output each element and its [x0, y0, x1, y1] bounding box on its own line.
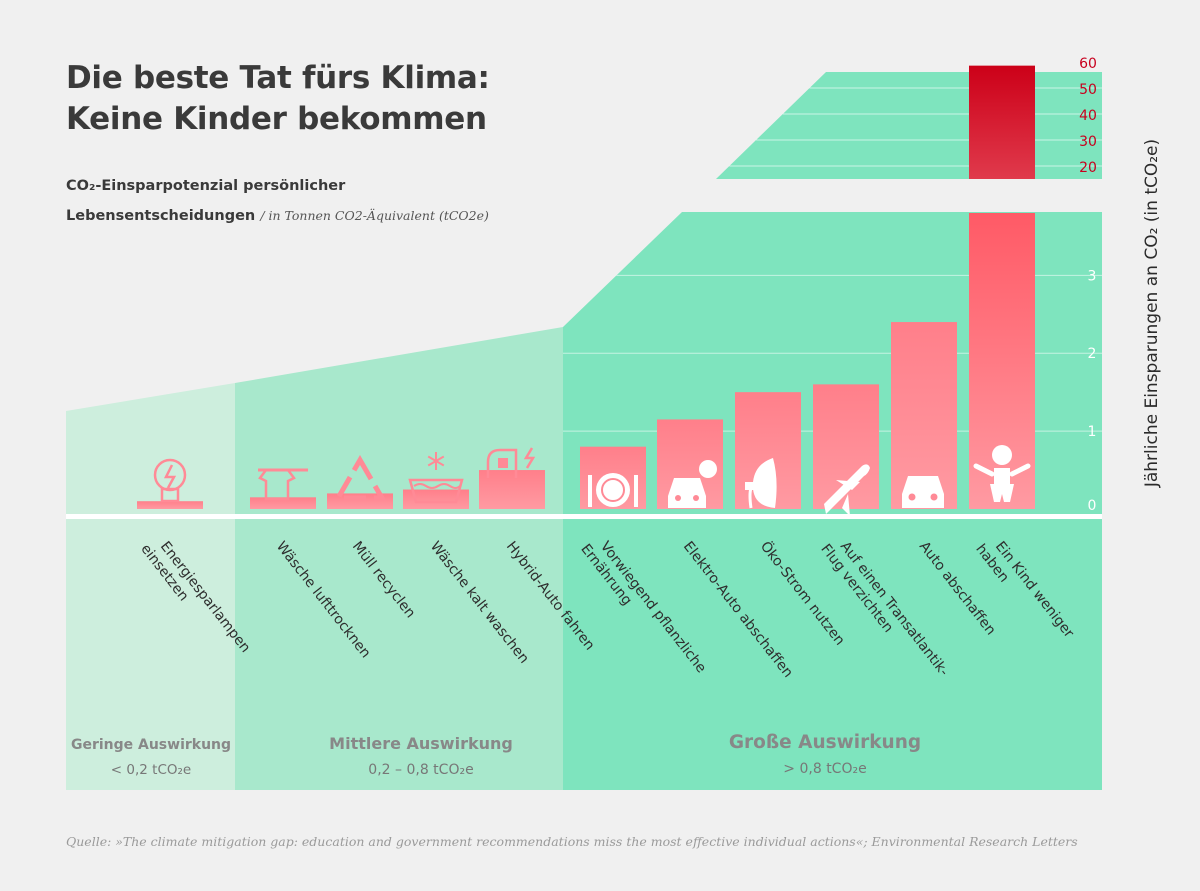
electric-car-icon: [668, 460, 717, 508]
airplane-icon: [824, 464, 870, 516]
tick-label-upper-1: 30: [1079, 134, 1097, 150]
group-name-2: Große Auswirkung: [729, 732, 921, 753]
bar-10-upper: [969, 65, 1035, 179]
eco-plug-icon: [745, 458, 777, 509]
clothesline-icon: [258, 468, 308, 501]
group-range-0: < 0,2 tCO₂e: [111, 762, 191, 778]
cold-wash-icon: [408, 452, 464, 504]
group-name-0: Geringe Auswirkung: [71, 737, 231, 753]
tick-label-upper-0: 20: [1079, 160, 1097, 176]
zone-mid: [235, 327, 563, 790]
bar-0: [137, 501, 203, 509]
group-range-2: > 0,8 tCO₂e: [783, 761, 866, 777]
title-line-2: Keine Kinder bekommen: [66, 101, 487, 137]
subtitle: CO₂-Einsparpotenzial persönlicher Lebens…: [66, 172, 489, 231]
y-axis-title-text: Jährliche Einsparungen an CO₂ (in tCO₂e): [1142, 138, 1162, 488]
tick-label-lower-1: 1: [1088, 424, 1097, 440]
tick-label-lower-2: 2: [1088, 346, 1097, 362]
page-title: Die beste Tat fürs Klima: Keine Kinder b…: [66, 58, 490, 140]
tick-label-upper-2: 40: [1079, 108, 1097, 124]
baseline: [66, 514, 1102, 519]
recycle-icon: [333, 455, 387, 501]
group-range-1: 0,2 – 0,8 tCO₂e: [368, 762, 473, 778]
subtitle-line-1: CO₂-Einsparpotenzial persönlicher: [66, 178, 346, 194]
car-icon: [902, 476, 944, 508]
lightbulb-icon: [153, 458, 187, 503]
hybrid-car-icon: [486, 447, 536, 478]
title-line-1: Die beste Tat fürs Klima:: [66, 60, 490, 96]
source-note: Quelle: »The climate mitigation gap: edu…: [66, 834, 1078, 849]
group-name-1: Mittlere Auswirkung: [329, 734, 513, 753]
bar-1: [250, 497, 316, 509]
baby-icon: [973, 445, 1031, 502]
zone-low: [66, 383, 235, 790]
tick-label-lower-3: 3: [1088, 268, 1097, 284]
tick-label-upper-4: 60: [1079, 56, 1097, 72]
tick-label-lower-0: 0: [1088, 498, 1097, 514]
tick-label-upper-3: 50: [1079, 82, 1097, 98]
subtitle-line-2: Lebensentscheidungen: [66, 208, 256, 224]
plate-icon: [588, 473, 638, 507]
bar-4: [479, 470, 545, 509]
subtitle-note: / in Tonnen CO2-Äquivalent (tCO2e): [260, 208, 489, 223]
bar-3: [403, 489, 469, 509]
